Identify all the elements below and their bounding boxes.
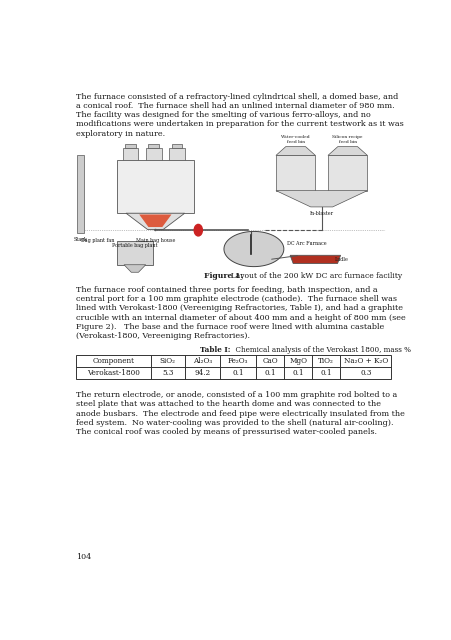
Text: 5.3: 5.3	[161, 369, 173, 377]
Text: Al₂O₃: Al₂O₃	[193, 357, 212, 365]
Text: Figure 1:: Figure 1:	[203, 272, 242, 280]
Bar	[276, 156, 315, 191]
Text: 94.2: 94.2	[194, 369, 210, 377]
Bar	[146, 148, 161, 161]
Text: steel plate that was attached to the hearth dome and was connected to the: steel plate that was attached to the hea…	[76, 401, 380, 408]
Text: Main bag house: Main bag house	[135, 238, 175, 243]
Text: central port for a 100 mm graphite electrode (cathode).  The furnace shell was: central port for a 100 mm graphite elect…	[76, 295, 396, 303]
Polygon shape	[224, 232, 283, 267]
Polygon shape	[124, 265, 145, 272]
Polygon shape	[276, 147, 315, 156]
Text: The return electrode, or anode, consisted of a 100 mm graphite rod bolted to a: The return electrode, or anode, consiste…	[76, 391, 396, 399]
Text: feed system.  No water-cooling was provided to the shell (natural air-cooling).: feed system. No water-cooling was provid…	[76, 419, 392, 427]
Text: Verokast-1800: Verokast-1800	[87, 369, 139, 377]
Text: modifications were undertaken in preparation for the current testwork as it was: modifications were undertaken in prepara…	[76, 120, 403, 129]
Text: Figure 2).   The base and the furnace roof were lined with alumina castable: Figure 2). The base and the furnace roof…	[76, 323, 383, 331]
Text: crucible with an internal diameter of about 400 mm and a height of 800 mm (see: crucible with an internal diameter of ab…	[76, 314, 405, 321]
Text: Na₂O + K₂O: Na₂O + K₂O	[343, 357, 387, 365]
Text: Component: Component	[92, 357, 134, 365]
Text: DC Arc Furnace: DC Arc Furnace	[286, 241, 326, 246]
Polygon shape	[126, 213, 184, 230]
Text: 104: 104	[76, 553, 91, 561]
Text: Silicon recipe
feed bin: Silicon recipe feed bin	[331, 136, 362, 144]
Text: Fe₂O₃: Fe₂O₃	[227, 357, 248, 365]
Text: Bug plant fan: Bug plant fan	[81, 238, 115, 243]
Text: lined with Verokast-1800 (Vereeniging Refractories, Table I), and had a graphite: lined with Verokast-1800 (Vereeniging Re…	[76, 304, 402, 312]
Text: The furnace consisted of a refractory-lined cylindrical shell, a domed base, and: The furnace consisted of a refractory-li…	[76, 93, 397, 100]
Bar	[116, 241, 153, 265]
Text: TiO₂: TiO₂	[318, 357, 333, 365]
Text: (Verokast-1800, Vereeniging Refractories).: (Verokast-1800, Vereeniging Refractories…	[76, 332, 249, 340]
Bar	[76, 355, 390, 379]
Text: Water-cooled
feed bin: Water-cooled feed bin	[280, 136, 310, 144]
Bar	[171, 145, 182, 148]
Circle shape	[194, 225, 202, 236]
Bar	[327, 156, 367, 191]
Text: Layout of the 200 kW DC arc furnace facility: Layout of the 200 kW DC arc furnace faci…	[225, 272, 401, 280]
Text: Table I:: Table I:	[199, 346, 230, 355]
Text: The facility was designed for the smelting of various ferro-alloys, and no: The facility was designed for the smelti…	[76, 111, 370, 119]
Text: MgO: MgO	[289, 357, 307, 365]
Polygon shape	[139, 214, 171, 227]
Bar	[116, 161, 193, 213]
Text: a conical roof.  The furnace shell had an unlined internal diameter of 980 mm.: a conical roof. The furnace shell had an…	[76, 102, 394, 110]
Text: 0.1: 0.1	[292, 369, 303, 377]
Text: CaO: CaO	[262, 357, 277, 365]
Text: The conical roof was cooled by means of pressurised water-cooled panels.: The conical roof was cooled by means of …	[76, 428, 376, 436]
Bar	[123, 148, 138, 161]
Text: In-blaster: In-blaster	[309, 211, 333, 216]
Text: 0.1: 0.1	[263, 369, 275, 377]
Text: 0.1: 0.1	[232, 369, 244, 377]
Polygon shape	[276, 191, 367, 207]
Text: Ladle: Ladle	[334, 257, 348, 262]
Text: The furnace roof contained three ports for feeding, bath inspection, and a: The furnace roof contained three ports f…	[76, 285, 377, 294]
Polygon shape	[290, 255, 340, 264]
Text: exploratory in nature.: exploratory in nature.	[76, 130, 165, 138]
Text: 0.3: 0.3	[359, 369, 371, 377]
Text: anode busbars.  The electrode and feed pipe were electrically insulated from the: anode busbars. The electrode and feed pi…	[76, 410, 404, 418]
Text: Stack: Stack	[74, 237, 87, 242]
Bar	[77, 156, 84, 234]
Bar	[148, 145, 159, 148]
Text: Portable bag plant: Portable bag plant	[112, 243, 157, 248]
Bar	[169, 148, 184, 161]
Text: 0.1: 0.1	[320, 369, 331, 377]
Text: SiO₂: SiO₂	[159, 357, 175, 365]
Text: Chemical analysis of the Verokast 1800, mass %: Chemical analysis of the Verokast 1800, …	[230, 346, 410, 355]
Polygon shape	[327, 147, 367, 156]
Bar	[125, 145, 136, 148]
